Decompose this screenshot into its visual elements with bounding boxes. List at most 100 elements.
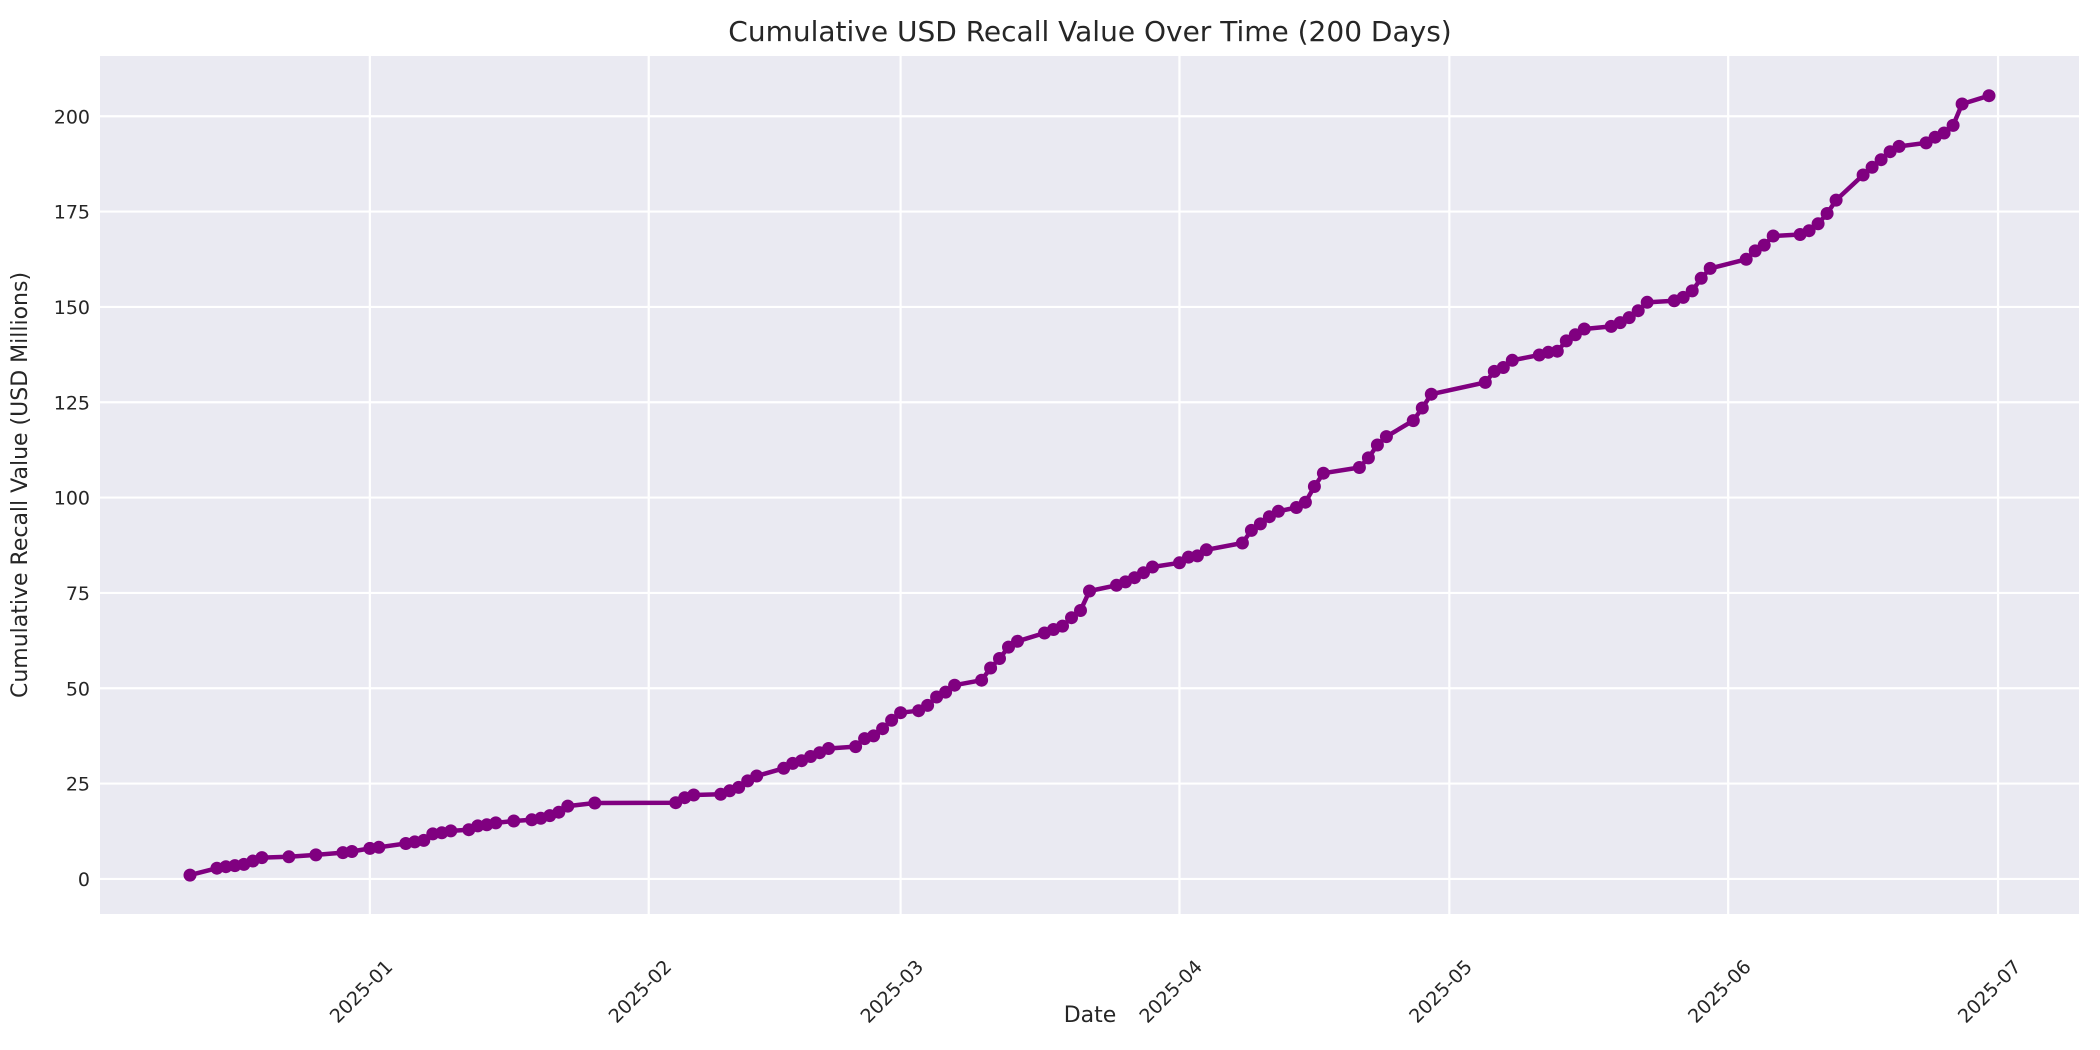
data-point-marker: [444, 824, 458, 838]
data-point-marker: [1874, 153, 1888, 167]
data-point-marker: [1074, 604, 1087, 617]
x-tick-label: 2025-02: [605, 956, 677, 1028]
data-point-marker: [1982, 89, 1996, 103]
data-point-marker: [1415, 401, 1429, 415]
data-point-marker: [1685, 284, 1699, 298]
data-point-marker: [1505, 353, 1519, 367]
data-point-marker: [1146, 560, 1159, 574]
y-tick-label: 100: [54, 488, 90, 510]
data-point-marker: [1829, 193, 1843, 207]
data-point-marker: [849, 740, 863, 754]
chart-title: Cumulative USD Recall Value Over Time (2…: [728, 15, 1451, 48]
data-point-marker: [948, 678, 962, 692]
data-point-marker: [1694, 271, 1708, 285]
data-point-marker: [1424, 387, 1438, 401]
plot-area: [100, 56, 2079, 914]
y-axis-label: Cumulative Recall Value (USD Millions): [8, 272, 33, 698]
data-point-marker: [507, 814, 521, 828]
data-point-marker: [1496, 361, 1510, 374]
data-point-marker: [345, 845, 359, 858]
y-tick-label: 125: [54, 392, 90, 414]
data-point-marker: [876, 722, 890, 736]
data-point-marker: [282, 850, 296, 864]
data-point-marker: [1370, 438, 1384, 452]
data-point-marker: [372, 840, 386, 854]
data-point-marker: [1244, 523, 1258, 537]
data-point-marker: [1307, 480, 1321, 493]
gridlines: [100, 56, 2079, 914]
data-point-marker: [1622, 311, 1636, 325]
data-point-marker: [1271, 504, 1285, 518]
x-tick-label: 2025-01: [326, 956, 398, 1028]
data-point-marker: [1739, 252, 1753, 266]
data-point-marker: [1199, 543, 1213, 557]
data-point-marker: [183, 868, 197, 882]
data-point-marker: [1316, 466, 1330, 480]
data-point-marker: [939, 685, 953, 699]
data-point-marker: [1820, 207, 1834, 220]
x-tick-label: 2025-04: [1135, 956, 1207, 1028]
data-point-marker: [1892, 139, 1906, 153]
data-point-marker: [588, 796, 602, 810]
data-point-marker: [1631, 304, 1645, 318]
data-point-marker: [255, 851, 269, 865]
data-point-marker: [993, 652, 1006, 665]
data-point-marker: [1703, 261, 1717, 275]
data-point-marker: [1937, 126, 1951, 140]
data-point-marker: [1811, 217, 1825, 231]
data-point-marker: [822, 742, 836, 755]
y-tick-label: 25: [66, 774, 90, 796]
data-point-marker: [1676, 290, 1690, 304]
x-tick-label: 2025-05: [1405, 956, 1477, 1028]
data-point-marker: [894, 706, 908, 720]
x-tick-label: 2025-06: [1684, 956, 1756, 1028]
y-tick-label: 75: [66, 583, 90, 605]
x-axis-tick-labels: 2025-01 2025-02 2025-03 2025-04 2025-05 2025-…: [326, 956, 2026, 1028]
data-point-marker: [1298, 495, 1312, 509]
data-point-marker: [1856, 168, 1870, 182]
cumulative-recall-series: [183, 89, 1996, 882]
data-point-marker: [921, 698, 935, 712]
y-tick-label: 175: [54, 202, 90, 224]
x-tick-label: 2025-07: [1954, 956, 2026, 1028]
data-point-marker: [1083, 584, 1096, 598]
data-point-marker: [1379, 430, 1393, 444]
data-point-marker: [561, 799, 575, 813]
data-point-marker: [1865, 160, 1879, 174]
data-point-marker: [1011, 634, 1024, 648]
data-point-marker: [1056, 619, 1069, 633]
data-point-marker: [1766, 229, 1780, 243]
y-tick-label: 50: [66, 678, 90, 700]
data-point-marker: [750, 769, 764, 783]
data-point-marker: [1361, 451, 1375, 465]
data-point-marker: [687, 788, 701, 802]
data-point-marker: [1757, 238, 1771, 252]
x-axis-label: Date: [1064, 1003, 1117, 1028]
x-tick-label: 2025-03: [856, 956, 928, 1028]
y-axis-tick-labels: 0 25 50 75 100 125 150 175 200: [54, 106, 90, 891]
y-tick-label: 200: [54, 106, 90, 128]
data-point-marker: [1577, 322, 1591, 336]
data-point-marker: [417, 833, 431, 847]
data-point-marker: [732, 780, 746, 794]
data-point-marker: [1253, 517, 1267, 531]
data-point-marker: [1352, 461, 1366, 474]
data-point-marker: [885, 713, 899, 727]
data-point-marker: [1235, 536, 1249, 550]
data-point-marker: [984, 661, 998, 675]
data-point-marker: [1406, 414, 1420, 428]
data-point-marker: [1478, 375, 1492, 389]
data-point-marker: [1802, 224, 1816, 238]
data-point-marker: [975, 673, 989, 687]
data-point-marker: [1065, 611, 1078, 625]
data-point-marker: [489, 816, 503, 830]
data-point-marker: [1946, 118, 1960, 132]
data-point-marker: [867, 729, 881, 743]
data-point-marker: [1550, 344, 1564, 358]
data-point-marker: [309, 848, 323, 862]
y-tick-label: 0: [78, 869, 90, 891]
data-point-marker: [1640, 295, 1654, 309]
data-point-marker: [1955, 97, 1969, 111]
